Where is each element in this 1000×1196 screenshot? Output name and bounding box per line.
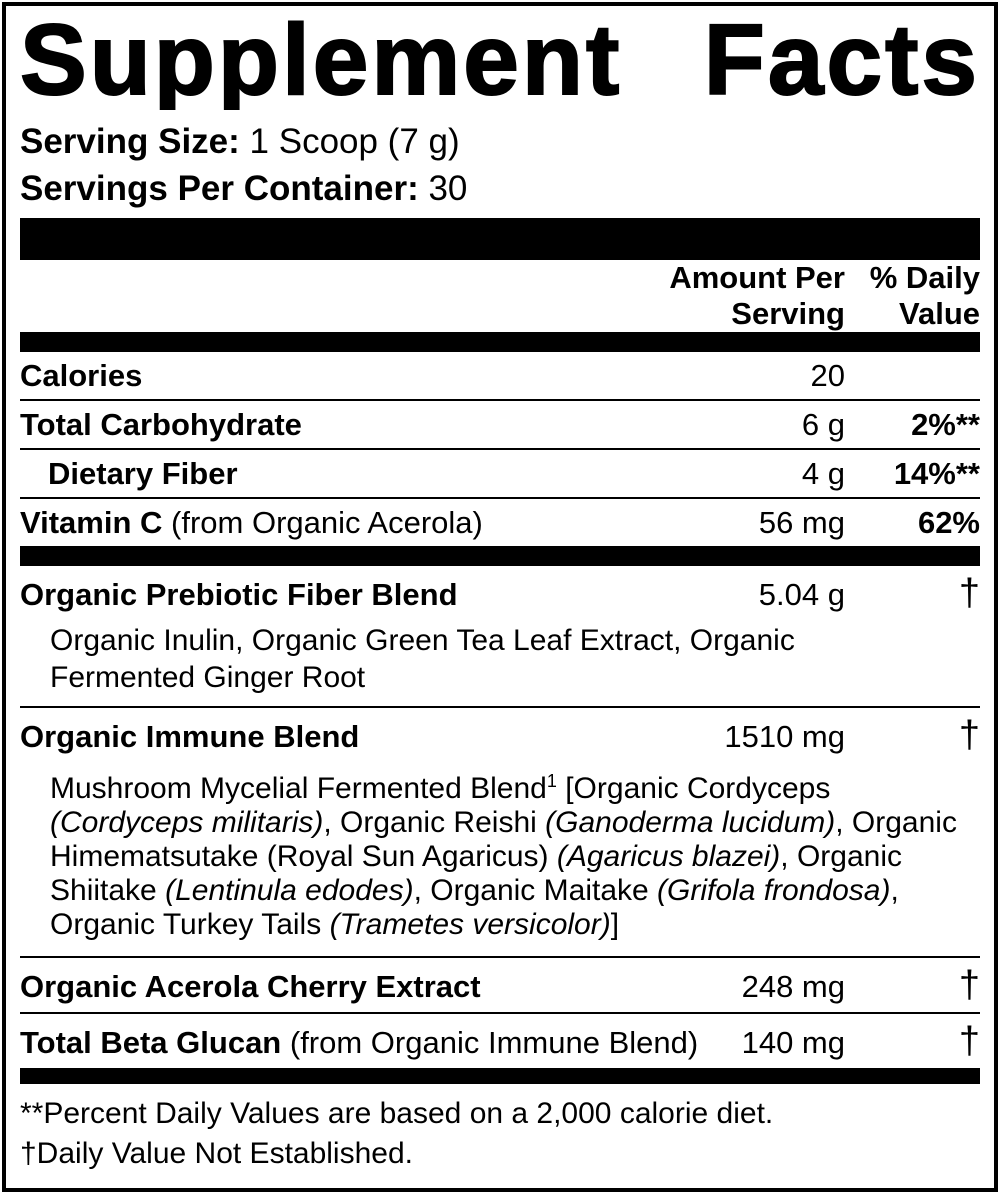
servings-per-container-label: Servings Per Container:	[20, 169, 419, 208]
row-dietary-fiber: Dietary Fiber 4 g 14%**	[20, 450, 980, 497]
column-header-dv-line2: Value	[899, 296, 980, 331]
nutrient-dv: 14%**	[893, 456, 980, 491]
row-calories: Calories 20	[20, 352, 980, 399]
serving-size-label: Serving Size:	[20, 122, 240, 161]
serving-size-line: Serving Size: 1 Scoop (7 g)	[20, 118, 980, 165]
black-bar-under-headers	[20, 332, 980, 352]
row-acerola-extract: Organic Acerola Cherry Extract 248 mg †	[20, 958, 980, 1012]
nutrient-rows: Calories 20 Total Carbohydrate 6 g 2%** …	[20, 352, 980, 1068]
nutrient-amount: 248 mg	[741, 969, 845, 1004]
nutrient-name-detail: (from Organic Acerola)	[171, 505, 483, 540]
nutrient-amount: 56 mg	[758, 505, 845, 540]
column-header-amount: Amount Per Serving	[20, 260, 845, 332]
nutrient-amount: 20	[810, 358, 845, 393]
nutrient-name: Vitamin C (from Organic Acerola)	[20, 505, 759, 541]
column-headers: Amount Per Serving % Daily Value	[20, 260, 980, 332]
column-header-amount-line1: Amount Per	[669, 260, 845, 295]
blend-desc-segment: , Organic Turkey Tails	[50, 874, 899, 941]
footnote-dagger: †Daily Value Not Established.	[20, 1137, 413, 1170]
nutrient-amount: 4 g	[801, 456, 845, 491]
latin-name: (Agaricus blazei)	[556, 840, 781, 873]
blend-desc-segment: ]	[610, 908, 620, 941]
immune-blend-description: Mushroom Mycelial Fermented Blend1 [Orga…	[20, 762, 980, 956]
row-immune-blend: Organic Immune Blend 1510 mg †	[20, 708, 980, 762]
row-beta-glucan: Total Beta Glucan (from Organic Immune B…	[20, 1014, 980, 1068]
black-bar-mid	[20, 546, 980, 566]
blend-desc-segment: Mushroom Mycelial Fermented Blend	[50, 772, 547, 805]
supplement-facts-title: Supplement Facts	[20, 6, 980, 110]
nutrient-amount: 5.04 g	[758, 577, 845, 612]
dagger-symbol: †	[958, 964, 980, 1006]
divider	[20, 706, 980, 708]
divider	[20, 1012, 980, 1014]
nutrient-name-bold: Vitamin C	[20, 505, 163, 540]
dagger-symbol: †	[958, 714, 980, 756]
serving-size-value: 1 Scoop (7 g)	[249, 122, 460, 161]
latin-name: (Grifola frondosa)	[657, 874, 891, 907]
nutrient-name-detail: (from Organic Immune Blend)	[289, 1025, 699, 1060]
blend-desc-segment: , Organic Maitake	[413, 874, 658, 907]
latin-name: (Cordyceps militaris)	[50, 806, 324, 839]
footnotes: **Percent Daily Values are based on a 2,…	[20, 1084, 980, 1188]
divider	[20, 448, 980, 450]
black-bar-bottom	[20, 1068, 980, 1084]
nutrient-name: Calories	[20, 358, 143, 393]
below-label-info: Other Ingredients: Organic Cassava Maltr…	[0, 1192, 1000, 1196]
latin-name: (Ganoderma lucidum)	[545, 806, 836, 839]
nutrient-amount: 140 mg	[741, 1025, 845, 1060]
nutrient-amount: 1510 mg	[724, 719, 845, 754]
row-vitamin-c: Vitamin C (from Organic Acerola) 56 mg 6…	[20, 499, 980, 546]
servings-per-container-line: Servings Per Container: 30	[20, 165, 980, 212]
dagger-symbol: †	[958, 1020, 980, 1062]
row-total-carbohydrate: Total Carbohydrate 6 g 2%**	[20, 401, 980, 448]
blend-desc-segment: , Organic Reishi	[323, 806, 546, 839]
servings-per-container-value: 30	[428, 169, 468, 208]
divider	[20, 956, 980, 958]
blend-desc-segment: , Organic Himematsutake (Royal Sun Agari…	[50, 806, 957, 873]
black-bar-top	[20, 218, 980, 260]
divider	[20, 399, 980, 401]
nutrient-name: Dietary Fiber	[48, 456, 238, 491]
latin-name: (Lentinula edodes)	[165, 874, 414, 907]
nutrient-name-bold: Total Beta Glucan	[20, 1025, 282, 1060]
column-header-dv: % Daily Value	[845, 260, 980, 332]
nutrient-dv: 62%	[917, 505, 980, 540]
nutrient-dv: 2%**	[911, 407, 980, 442]
prebiotic-blend-ingredients: Organic Inulin, Organic Green Tea Leaf E…	[50, 624, 795, 694]
divider	[20, 497, 980, 499]
row-prebiotic-blend: Organic Prebiotic Fiber Blend 5.04 g †	[20, 566, 980, 620]
column-header-amount-line2: Serving	[731, 296, 845, 331]
nutrient-name: Organic Prebiotic Fiber Blend	[20, 577, 458, 612]
blend-desc-segment: , Organic Shiitake	[50, 840, 903, 907]
nutrient-name: Organic Acerola Cherry Extract	[20, 969, 481, 1004]
nutrient-amount: 6 g	[801, 407, 845, 442]
column-header-dv-line1: % Daily	[869, 260, 980, 295]
footnote-marker-1: 1	[546, 771, 557, 791]
serving-info: Serving Size: 1 Scoop (7 g) Servings Per…	[20, 118, 980, 212]
latin-name: (Trametes versicolor)	[329, 908, 611, 941]
nutrient-name: Total Carbohydrate	[20, 407, 302, 442]
nutrient-name: Total Beta Glucan (from Organic Immune B…	[20, 1025, 742, 1061]
blend-desc-segment: [Organic Cordyceps	[556, 772, 831, 805]
dagger-symbol: †	[958, 572, 980, 614]
footnote-percent-daily: **Percent Daily Values are based on a 2,…	[20, 1097, 774, 1130]
nutrient-name: Organic Immune Blend	[20, 719, 360, 754]
